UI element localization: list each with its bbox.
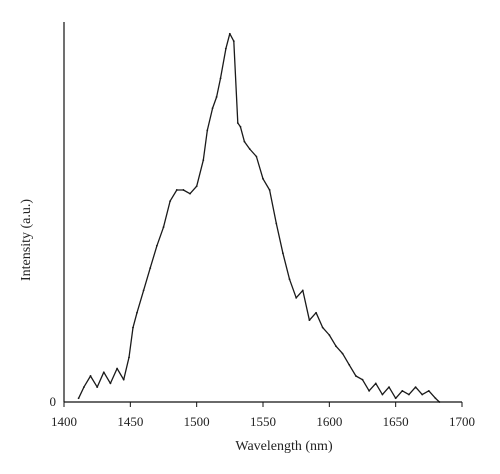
data-point [394,397,397,400]
data-point [374,382,377,385]
data-point [149,267,152,269]
data-point [236,122,239,124]
data-point [89,375,92,377]
data-point [109,382,112,385]
data-point [262,177,264,180]
data-point [414,386,417,389]
data-point [421,393,424,396]
data-point [232,40,235,43]
data-point [381,393,384,396]
data-point [219,77,222,80]
data-point [361,378,364,381]
x-tick-label: 1600 [316,414,342,429]
data-point [224,47,227,50]
data-point [122,378,125,381]
data-point [169,200,172,203]
data-point [315,311,317,314]
x-tick-label: 1650 [383,414,409,429]
data-point [288,278,291,281]
data-point [195,185,198,188]
data-point [321,326,324,329]
data-point [341,352,344,355]
data-point [102,371,105,374]
data-point [182,189,185,191]
data-point [132,326,134,329]
data-point [142,289,145,292]
data-point [408,393,410,396]
data-point [427,389,430,392]
data-point [215,96,218,98]
x-axis-ticks: 1400 1450 1500 1550 1600 1650 1700 [51,402,475,429]
data-point [388,386,390,389]
data-point [282,252,284,255]
x-tick-label: 1700 [449,414,475,429]
data-point [243,140,246,143]
y-tick-label: 0 [50,394,57,409]
data-point [275,222,278,225]
data-point [189,192,191,195]
data-point [211,107,214,110]
data-point [162,226,165,229]
data-point [301,289,304,292]
data-point [202,159,205,162]
data-point [434,397,437,400]
y-axis-ticks: 0 [50,394,57,409]
x-tick-label: 1500 [184,414,210,429]
data-point [255,155,258,158]
data-point [401,389,404,392]
data-point [77,397,80,400]
data-point [206,129,209,132]
data-point [368,389,371,392]
data-point [295,296,298,299]
data-point [348,363,351,366]
plot-area [77,32,441,403]
data-point [128,356,130,359]
data-point [308,319,311,322]
data-point [136,311,138,314]
x-tick-label: 1550 [250,414,276,429]
x-tick-label: 1400 [51,414,77,429]
y-axis-title: Intensity (a.u.) [19,199,34,281]
data-point [248,148,251,150]
data-point [268,189,271,191]
spectrum-line [78,33,440,403]
data-point [83,386,85,389]
data-point [116,367,118,370]
data-point [239,125,242,128]
data-point [96,386,99,389]
data-point [155,244,158,247]
data-point [354,375,357,377]
x-tick-label: 1450 [117,414,143,429]
data-point [175,189,178,191]
data-point [228,32,231,35]
data-point [328,334,331,336]
x-axis-title: Wavelength (nm) [235,439,333,454]
data-point [335,345,337,348]
